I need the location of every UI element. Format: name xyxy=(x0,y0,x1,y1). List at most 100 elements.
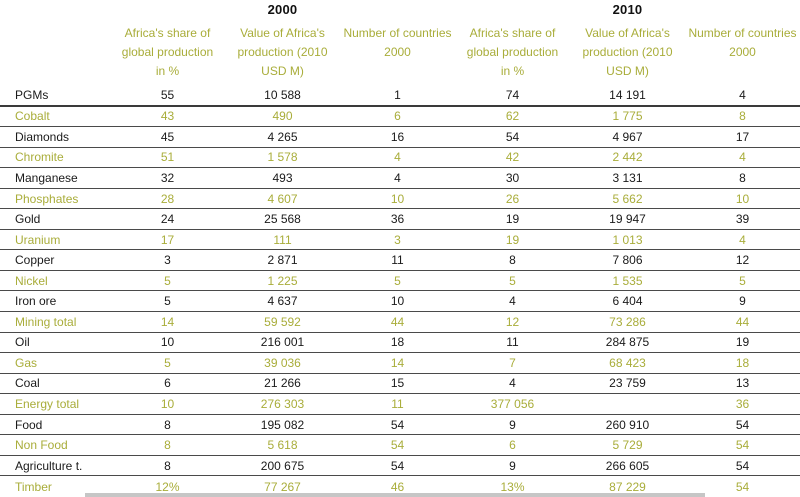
table-row: Manganese 32 493 4 30 3 131 8 xyxy=(0,168,800,189)
cell-value: 7 806 xyxy=(612,253,643,268)
group-header-2000: 2000 xyxy=(267,2,298,17)
cell-value: 12% xyxy=(155,479,180,494)
cell-value: 1 775 xyxy=(612,109,643,124)
cell-value: 12 xyxy=(505,314,520,329)
cell-value: 4 xyxy=(394,170,401,185)
cell-commodity: Food xyxy=(15,417,43,432)
column-header-line: USD M) xyxy=(606,64,649,78)
column-header-row: Africa's share of global production in % Va… xyxy=(0,20,800,86)
table-row: Oil 10 216 001 18 11 284 875 19 xyxy=(0,333,800,354)
cell-value: 13% xyxy=(500,479,525,494)
cell-value: 111 xyxy=(273,232,292,247)
cell-value: 51 xyxy=(160,150,175,165)
cell-value: 23 759 xyxy=(609,376,646,391)
cell-value: 10 xyxy=(390,294,405,309)
cell-value: 18 xyxy=(390,335,405,350)
table-row: Timber 12% 77 267 46 13% 87 229 54 xyxy=(0,476,800,497)
cell-value: 11 xyxy=(506,335,519,350)
column-header-3: Number of countries 2000 xyxy=(340,20,455,86)
cell-value: 17 xyxy=(735,129,750,144)
cell-value: 8 xyxy=(164,438,171,453)
table-row: Chromite 51 1 578 4 42 2 442 4 xyxy=(0,148,800,169)
cell-value: 42 xyxy=(505,150,520,165)
cell-value: 19 xyxy=(505,232,520,247)
cell-value: 19 xyxy=(735,335,750,350)
table-row: Copper 3 2 871 11 8 7 806 12 xyxy=(0,250,800,271)
cell-commodity: Chromite xyxy=(15,150,64,165)
cell-value: 6 404 xyxy=(612,294,643,309)
cell-value: 8 xyxy=(509,253,516,268)
cell-value: 5 xyxy=(164,355,171,370)
cell-value: 55 xyxy=(160,88,175,103)
cell-value: 216 001 xyxy=(260,335,305,350)
cell-value: 284 875 xyxy=(605,335,650,350)
cell-value: 13 xyxy=(735,376,750,391)
cell-value: 4 xyxy=(394,150,401,165)
table-row: Coal 6 21 266 15 4 23 759 13 xyxy=(0,374,800,395)
cell-value: 377 056 xyxy=(490,396,535,411)
table-row: Diamonds 45 4 265 16 54 4 967 17 xyxy=(0,127,800,148)
cell-value: 4 637 xyxy=(267,294,298,309)
cell-commodity: Coal xyxy=(15,376,40,391)
cell-value: 17 xyxy=(160,232,175,247)
cell-value: 62 xyxy=(505,109,520,124)
cell-commodity: Diamonds xyxy=(15,129,70,144)
cell-value: 4 265 xyxy=(267,129,298,144)
table-row: Mining total 14 59 592 44 12 73 286 44 xyxy=(0,312,800,333)
cell-value: 200 675 xyxy=(260,458,305,473)
cell-value: 1 013 xyxy=(612,232,643,247)
cell-value: 15 xyxy=(390,376,405,391)
table-row: Gold 24 25 568 36 19 19 947 39 xyxy=(0,209,800,230)
cell-value: 195 082 xyxy=(260,417,305,432)
cell-value: 4 xyxy=(509,376,516,391)
column-header-line: 2000 xyxy=(384,45,411,59)
cell-value: 30 xyxy=(505,170,520,185)
cell-commodity: Oil xyxy=(15,335,30,350)
cell-commodity: Agriculture t. xyxy=(15,458,83,473)
table-row: Energy total 10 276 303 11 377 056 36 xyxy=(0,394,800,415)
column-header-line: Africa's share of xyxy=(469,26,556,40)
cell-value: 44 xyxy=(735,314,750,329)
cell-value: 3 xyxy=(394,232,401,247)
cell-value: 10 xyxy=(735,191,750,206)
table-row: Nickel 5 1 225 5 5 1 535 5 xyxy=(0,271,800,292)
cell-value: 1 225 xyxy=(267,273,298,288)
cell-value: 8 xyxy=(739,170,746,185)
column-header-line: Value of Africa's xyxy=(240,26,325,40)
table-row: Food 8 195 082 54 9 260 910 54 xyxy=(0,415,800,436)
table-row: Iron ore 5 4 637 10 4 6 404 9 xyxy=(0,291,800,313)
cell-value: 54 xyxy=(735,417,750,432)
cell-value: 490 xyxy=(272,109,293,124)
cell-value: 5 729 xyxy=(612,438,643,453)
cell-value: 87 229 xyxy=(609,479,646,494)
cell-commodity: Gas xyxy=(15,355,38,370)
cell-value: 14 xyxy=(390,355,405,370)
column-header-line: production (2010 xyxy=(582,45,673,59)
cell-value: 2 871 xyxy=(267,253,298,268)
cell-value: 4 967 xyxy=(612,129,643,144)
cell-value: 54 xyxy=(505,129,520,144)
table-row: Agriculture t. 8 200 675 54 9 266 605 54 xyxy=(0,456,800,477)
cell-value: 4 xyxy=(509,294,516,309)
cell-commodity: Iron ore xyxy=(15,294,57,309)
cell-value: 43 xyxy=(160,109,175,124)
column-header-line: Number of countries xyxy=(688,26,797,40)
table-row: PGMs 55 10 588 1 74 14 191 4 xyxy=(0,86,800,107)
cell-value: 11 xyxy=(391,253,404,268)
cell-value: 5 xyxy=(739,273,746,288)
column-header-line: Africa's share of xyxy=(124,26,211,40)
cell-value: 54 xyxy=(735,479,750,494)
cell-value: 493 xyxy=(272,170,293,185)
column-header-line: in % xyxy=(155,64,180,78)
cell-value: 73 286 xyxy=(609,314,646,329)
column-header-spacer xyxy=(0,20,110,86)
cell-value: 21 266 xyxy=(264,376,301,391)
cell-value: 8 xyxy=(739,109,746,124)
cell-value: 9 xyxy=(739,294,746,309)
column-header-5: Value of Africa's production (2010 USD M) xyxy=(570,20,685,86)
cell-value: 14 191 xyxy=(609,88,646,103)
column-header-line: global production xyxy=(466,45,559,59)
cell-value: 14 xyxy=(160,314,175,329)
cell-value: 25 568 xyxy=(264,212,301,227)
